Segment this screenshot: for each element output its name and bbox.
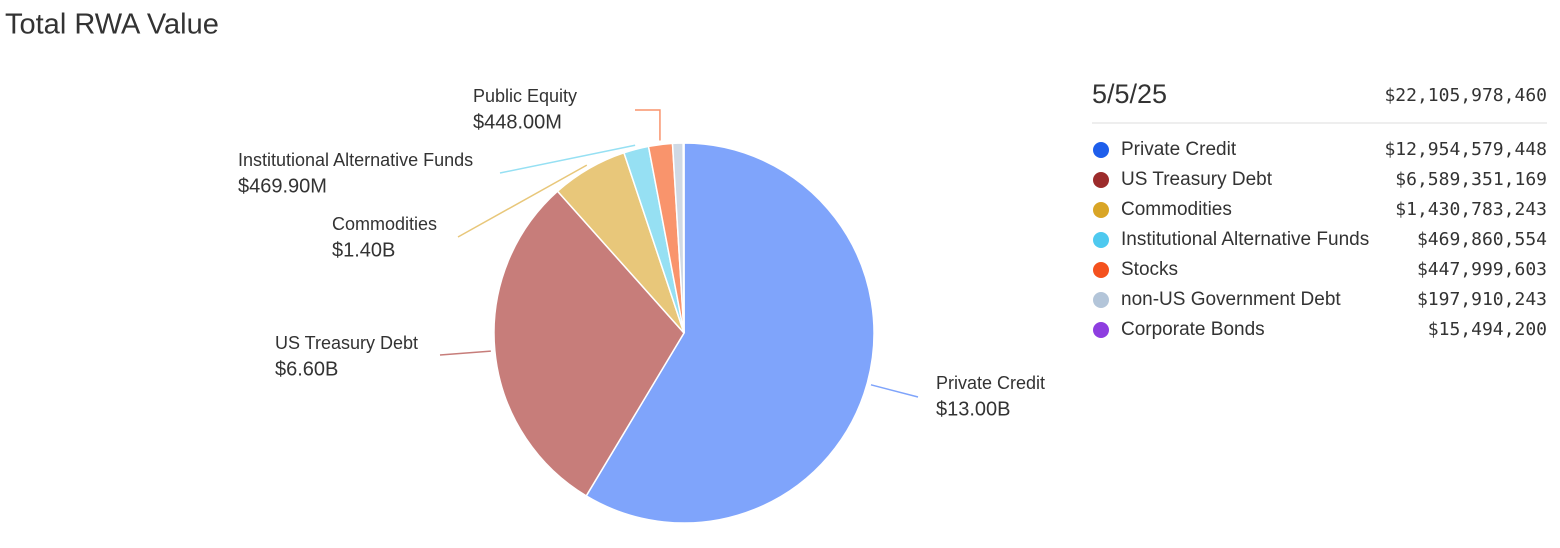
callout-line	[457, 164, 588, 238]
legend-value: $469,860,554	[1417, 229, 1547, 250]
legend-date: 5/5/25	[1092, 79, 1167, 109]
legend-value: $447,999,603	[1417, 259, 1547, 280]
legend-label: Institutional Alternative Funds	[1121, 229, 1369, 250]
legend-value: $12,954,579,448	[1384, 139, 1547, 160]
callout-line	[635, 109, 661, 141]
legend-swatch	[1093, 322, 1109, 338]
callout-name: US Treasury Debt	[275, 333, 418, 353]
legend-swatch	[1093, 232, 1109, 248]
callout-value: $1.40B	[332, 239, 395, 261]
legend-swatch	[1093, 262, 1109, 278]
legend-label: non-US Government Debt	[1121, 289, 1341, 310]
pie-slice	[493, 190, 685, 497]
callout-name: Private Credit	[936, 373, 1045, 393]
callout-value: $469.90M	[238, 175, 327, 197]
legend-label: Stocks	[1121, 259, 1178, 280]
pie-slice	[682, 142, 685, 334]
legend-swatch	[1093, 142, 1109, 158]
legend-value: $6,589,351,169	[1395, 169, 1547, 190]
legend-label: US Treasury Debt	[1121, 169, 1273, 190]
callout-name: Commodities	[332, 214, 437, 234]
chart-title: Total RWA Value	[5, 9, 219, 41]
legend-value: $15,494,200	[1428, 319, 1547, 340]
legend-label: Commodities	[1121, 199, 1232, 220]
legend-label: Corporate Bonds	[1121, 319, 1265, 340]
callout-line	[499, 144, 636, 174]
callout-name: Institutional Alternative Funds	[238, 150, 473, 170]
legend-value: $197,910,243	[1417, 289, 1547, 310]
legend-total: $22,105,978,460	[1384, 85, 1547, 106]
callout-line	[870, 384, 919, 398]
callout-value: $6.60B	[275, 358, 338, 380]
legend-swatch	[1093, 292, 1109, 308]
callout-name: Public Equity	[473, 86, 577, 106]
legend-swatch	[1093, 202, 1109, 218]
legend-swatch	[1093, 172, 1109, 188]
legend-value: $1,430,783,243	[1395, 199, 1547, 220]
callout-value: $13.00B	[936, 398, 1011, 420]
callout-line	[439, 350, 491, 356]
legend-label: Private Credit	[1121, 139, 1237, 160]
callout-value: $448.00M	[473, 111, 562, 133]
pie-slice	[585, 142, 875, 524]
